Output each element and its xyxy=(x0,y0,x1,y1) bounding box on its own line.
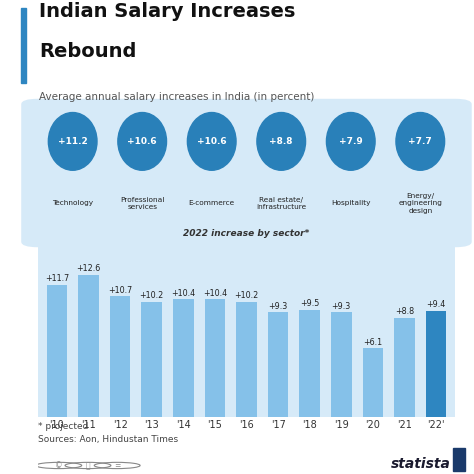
Text: +11.7: +11.7 xyxy=(45,274,69,283)
Bar xyxy=(21,9,26,83)
FancyBboxPatch shape xyxy=(21,99,472,247)
Text: ⓘ: ⓘ xyxy=(86,461,90,470)
Text: Indian Salary Increases: Indian Salary Increases xyxy=(39,2,295,21)
Text: Rebound: Rebound xyxy=(39,42,136,61)
Text: +10.7: +10.7 xyxy=(108,286,132,295)
Bar xyxy=(363,348,383,417)
Bar xyxy=(46,285,67,417)
Text: +6.1: +6.1 xyxy=(363,338,383,347)
Text: +12.6: +12.6 xyxy=(76,264,100,273)
Text: +8.8: +8.8 xyxy=(270,137,293,146)
Text: +10.2: +10.2 xyxy=(234,292,259,301)
Text: +10.6: +10.6 xyxy=(197,137,227,146)
Bar xyxy=(78,274,99,417)
Text: 2022 increase by sector*: 2022 increase by sector* xyxy=(183,229,310,238)
Bar xyxy=(268,312,288,417)
Bar xyxy=(236,302,257,417)
Text: +10.4: +10.4 xyxy=(171,289,195,298)
Ellipse shape xyxy=(118,112,166,170)
Bar xyxy=(141,302,162,417)
Bar xyxy=(205,300,225,417)
Text: +7.7: +7.7 xyxy=(409,137,432,146)
Text: E-commerce: E-commerce xyxy=(189,200,235,206)
Text: Technology: Technology xyxy=(52,200,93,206)
Text: statista: statista xyxy=(391,457,451,471)
Text: Sources: Aon, Hindustan Times: Sources: Aon, Hindustan Times xyxy=(38,435,178,444)
Ellipse shape xyxy=(187,112,236,170)
Bar xyxy=(426,311,447,417)
Text: +10.2: +10.2 xyxy=(139,292,164,301)
Text: +7.9: +7.9 xyxy=(339,137,363,146)
Bar xyxy=(173,300,193,417)
Ellipse shape xyxy=(257,112,306,170)
Bar xyxy=(300,310,320,417)
Text: =: = xyxy=(114,461,120,470)
Text: +9.3: +9.3 xyxy=(332,301,351,310)
Text: +9.3: +9.3 xyxy=(268,301,288,310)
Text: +8.8: +8.8 xyxy=(395,307,414,316)
Text: Average annual salary increases in India (in percent): Average annual salary increases in India… xyxy=(39,92,314,102)
Text: Energy/
engineering
design: Energy/ engineering design xyxy=(398,193,442,214)
Ellipse shape xyxy=(327,112,375,170)
Text: +10.4: +10.4 xyxy=(203,289,227,298)
Text: +11.2: +11.2 xyxy=(58,137,88,146)
Bar xyxy=(110,296,130,417)
Ellipse shape xyxy=(396,112,445,170)
Text: +9.5: +9.5 xyxy=(300,299,319,308)
Bar xyxy=(453,448,465,471)
Bar xyxy=(394,318,415,417)
Text: +10.6: +10.6 xyxy=(128,137,157,146)
Ellipse shape xyxy=(48,112,97,170)
Text: ©: © xyxy=(55,461,63,470)
Bar xyxy=(331,312,352,417)
Text: Hospitality: Hospitality xyxy=(331,200,371,206)
Text: Professional
services: Professional services xyxy=(120,197,164,210)
Text: * projected: * projected xyxy=(38,422,88,431)
Text: +9.4: +9.4 xyxy=(427,301,446,310)
Text: Real estate/
infrastructure: Real estate/ infrastructure xyxy=(256,197,306,210)
